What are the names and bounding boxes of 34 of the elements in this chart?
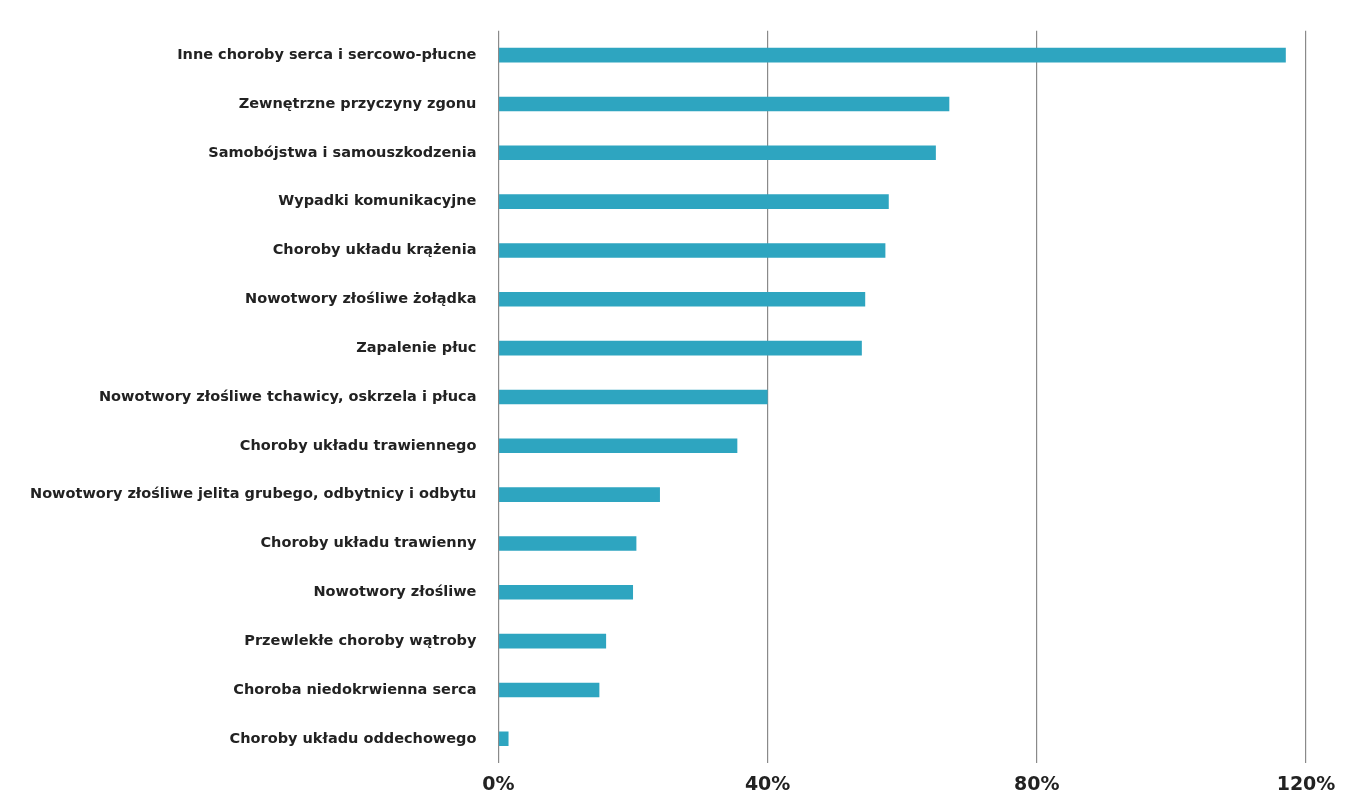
bar <box>499 291 866 307</box>
bar <box>499 47 1286 63</box>
y-tick-label: Choroby układu krążenia <box>272 241 477 258</box>
bar <box>499 633 607 649</box>
y-tick-label: Choroby układu trawienny <box>260 534 477 551</box>
y-tick-label: Zapalenie płuc <box>356 338 477 355</box>
y-tick-label: Nowotwory złośliwe jelita grubego, odbytnicy i odbytu <box>30 485 477 502</box>
bar <box>499 682 600 698</box>
bar <box>499 584 634 600</box>
bar <box>499 536 637 551</box>
x-tick-label: 120% <box>1276 771 1336 794</box>
bar <box>499 145 936 161</box>
y-tick-label: Nowotwory złośliwe żołądka <box>245 290 477 307</box>
y-tick-label: Choroby układu trawiennego <box>239 436 477 453</box>
bar <box>499 731 509 747</box>
y-tick-label: Nowotwory złośliwe tchawicy, oskrzela i płuca <box>98 387 477 404</box>
y-tick-label: Zewnętrzne przyczyny zgonu <box>238 94 477 111</box>
y-tick-label: Przewlekłe choroby wątroby <box>244 631 477 648</box>
bar <box>499 96 950 112</box>
bar <box>499 243 886 258</box>
bar <box>499 487 660 502</box>
y-tick-label: Samobójstwa i samouszkodzenia <box>208 143 477 160</box>
bar <box>499 340 862 356</box>
y-tick-label: Nowotwory złośliwe <box>313 583 477 600</box>
y-tick-label: Inne choroby serca i sercowo-płucne <box>177 45 477 62</box>
y-tick-label: Choroby układu oddechowego <box>229 729 477 746</box>
bar <box>499 194 889 209</box>
bar <box>499 438 738 454</box>
y-tick-label: Choroba niedokrwienna serca <box>233 680 477 697</box>
y-tick-label: Wypadki komunikacyjne <box>278 192 477 209</box>
x-tick-label: 80% <box>1014 771 1060 794</box>
bar <box>499 389 768 405</box>
x-tick-label: 40% <box>744 771 791 794</box>
x-tick-label: 0% <box>482 771 515 794</box>
